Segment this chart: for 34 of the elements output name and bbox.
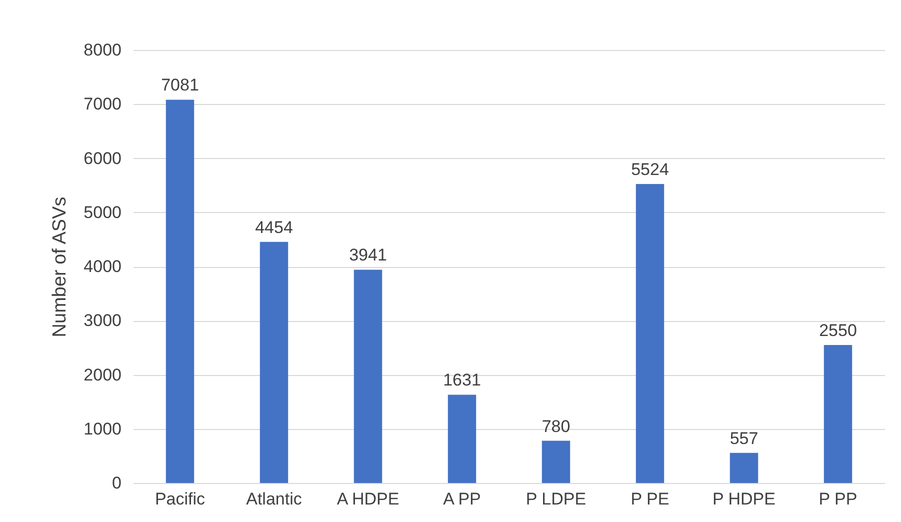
x-tick-label: P LDPE bbox=[526, 490, 586, 508]
y-tick-label: 2000 bbox=[84, 365, 122, 384]
x-tick-label: A HDPE bbox=[336, 490, 400, 508]
x-tick-label: A PP bbox=[443, 490, 481, 508]
x-tick-label: Pacific bbox=[154, 490, 206, 508]
y-tick-label: 0 bbox=[112, 474, 122, 492]
data-label: 2550 bbox=[819, 320, 857, 340]
data-label: 557 bbox=[730, 428, 758, 448]
y-tick-label: 4000 bbox=[84, 257, 122, 276]
x-tick-label: P PP bbox=[818, 490, 858, 508]
data-label: 3941 bbox=[349, 246, 387, 265]
bar bbox=[636, 184, 664, 483]
bar bbox=[824, 344, 852, 483]
bar bbox=[166, 100, 194, 483]
data-label: 7081 bbox=[161, 76, 199, 95]
data-label: 1631 bbox=[443, 370, 481, 390]
y-tick-label: 5000 bbox=[84, 202, 122, 222]
y-tick-label: 6000 bbox=[84, 148, 122, 168]
x-tick-label: Atlantic bbox=[246, 490, 302, 508]
x-tick-label: P PE bbox=[630, 490, 670, 508]
y-tick-label: 3000 bbox=[84, 311, 122, 330]
x-tick-label: P HDPE bbox=[712, 490, 776, 508]
bar bbox=[730, 452, 758, 483]
bar bbox=[354, 270, 382, 483]
bar bbox=[542, 440, 570, 483]
bar bbox=[260, 242, 288, 483]
data-label: 780 bbox=[542, 416, 570, 436]
bar bbox=[448, 394, 476, 483]
y-tick-label: 8000 bbox=[84, 40, 122, 60]
y-tick-label: 1000 bbox=[84, 419, 122, 438]
data-label: 4454 bbox=[255, 218, 293, 237]
data-label: 5524 bbox=[631, 160, 669, 180]
y-axis-title: Number of ASVs bbox=[50, 196, 71, 338]
y-tick-label: 7000 bbox=[84, 94, 122, 114]
